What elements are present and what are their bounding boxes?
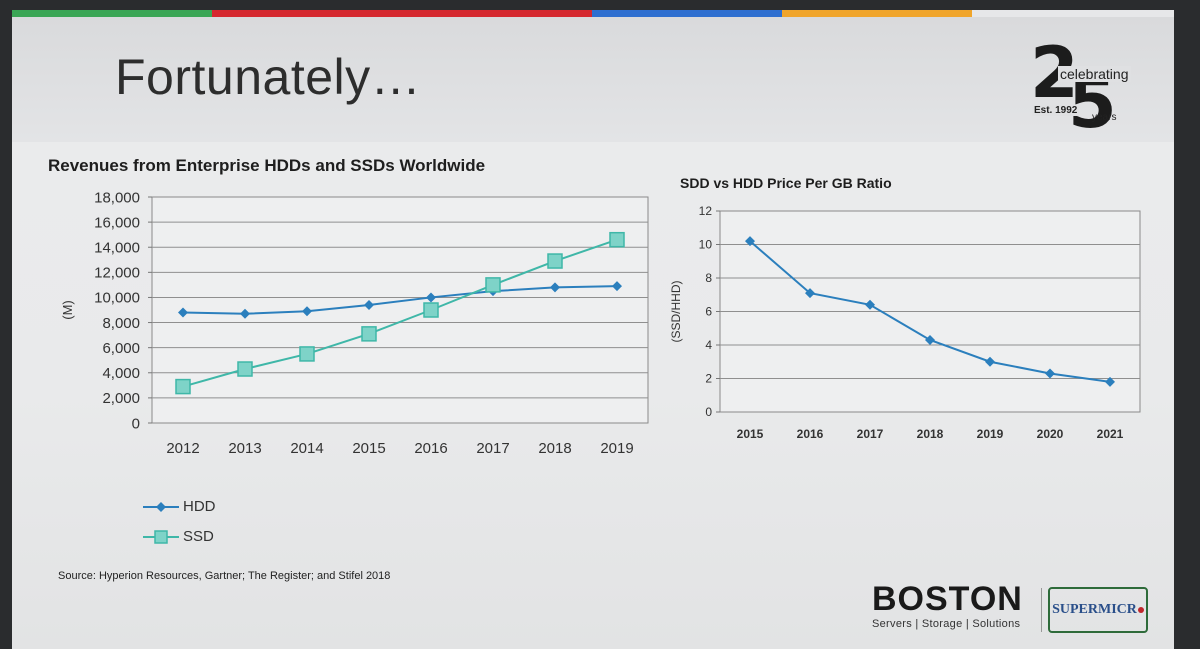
boston-name: BOSTON [872,580,1023,618]
x-tick-label: 2017 [476,440,509,457]
stripe-red [212,10,592,17]
badge-celebrating: celebrating [1058,66,1131,82]
data-point [178,307,188,318]
supermicro-logo: SUPERMICR [1048,587,1148,633]
data-point [485,277,501,293]
series-line-hdd [182,285,618,315]
x-tick-label: 2015 [737,427,764,441]
data-point [1045,368,1055,379]
x-tick-label: 2019 [977,427,1004,441]
source-note: Source: Hyperion Resources, Gartner; The… [58,570,391,582]
x-tick-label: 2016 [414,440,447,457]
x-tick-label: 2016 [797,427,824,441]
boston-tagline: Servers | Storage | Solutions [872,618,1021,630]
badge-years: years [1092,112,1117,123]
data-point [865,299,875,310]
data-point [745,236,755,247]
logo-divider [1041,588,1042,632]
data-point [805,288,815,299]
x-tick-label: 2012 [166,440,199,457]
data-point [423,302,439,318]
price-ratio-chart: 0 2 4 6 8 10 12 2015 2016 2017 2018 2019 2020 2021 (SS… [669,204,1141,441]
data-point [364,299,374,310]
stripe-green [12,10,212,17]
anniversary-badge: 2 5 celebrating Est. 1992 years [1020,38,1140,138]
chart2-title: SDD vs HDD Price Per GB Ratio [680,175,892,191]
stripe-blue [592,10,782,17]
y-axis-label: (SSD/HHD) [669,280,683,342]
legend-hdd-marker-icon [143,501,179,512]
legend-ssd-marker-icon [143,529,179,544]
data-point [550,282,560,293]
stripe-orange [782,10,972,17]
x-tick-label: 2014 [290,440,323,457]
supermicro-name: SUPERMICR [1052,602,1137,617]
data-point [299,346,315,362]
data-point [237,361,253,377]
plot-area [151,196,649,424]
x-tick-label: 2019 [600,440,633,457]
title-band [12,17,1174,142]
y-tick-label: 12 [699,204,713,218]
y-tick-label: 0 [132,415,140,432]
data-point [302,306,312,317]
slide-title: Fortunately… [115,49,422,105]
revenue-chart: 0 2,000 4,000 6,000 8,000 10,000 12,000 14,000 1… [60,189,649,457]
x-tick-label: 2021 [1097,427,1124,441]
y-tick-label: 6 [705,305,712,319]
x-tick-label: 2017 [857,427,884,441]
y-tick-label: 2 [705,372,712,386]
y-tick-label: 6,000 [102,340,140,357]
x-tick-label: 2020 [1037,427,1064,441]
y-tick-label: 14,000 [94,239,140,256]
data-point [1105,376,1115,387]
y-tick-label: 4 [705,338,712,352]
y-tick-label: 10,000 [94,290,140,307]
data-point [609,231,625,248]
badge-est: Est. 1992 [1032,105,1080,116]
y-tick-label: 2,000 [102,390,140,407]
legend-ssd-label: SSD [183,528,214,545]
legend-ssd: SSD [143,528,214,545]
legend-hdd: HDD [143,498,216,515]
data-point [985,356,995,367]
supermicro-dot-icon [1137,607,1144,613]
y-tick-label: 16,000 [94,214,140,231]
data-point [612,281,622,292]
boston-logo: BOSTON Servers | Storage | Solutions [872,582,1032,630]
x-tick-label: 2015 [352,440,385,457]
data-point [361,326,377,342]
chart1-title: Revenues from Enterprise HDDs and SSDs W… [48,156,486,175]
data-point [925,334,935,345]
y-tick-label: 4,000 [102,365,140,382]
data-point [426,292,436,303]
data-point [240,308,250,319]
x-tick-label: 2018 [917,427,944,441]
y-tick-label: 12,000 [94,265,140,282]
y-tick-label: 8 [705,271,712,285]
y-axis-label: (M) [60,300,75,320]
y-tick-label: 8,000 [102,315,140,332]
legend-hdd-label: HDD [183,498,216,515]
data-point [175,378,191,395]
series-line-ssd [182,238,618,388]
data-point [547,253,563,269]
y-tick-label: 10 [699,238,713,252]
y-tick-label: 18,000 [94,189,140,206]
x-tick-label: 2013 [228,440,261,457]
y-tick-label: 0 [705,405,712,419]
x-tick-label: 2018 [538,440,571,457]
